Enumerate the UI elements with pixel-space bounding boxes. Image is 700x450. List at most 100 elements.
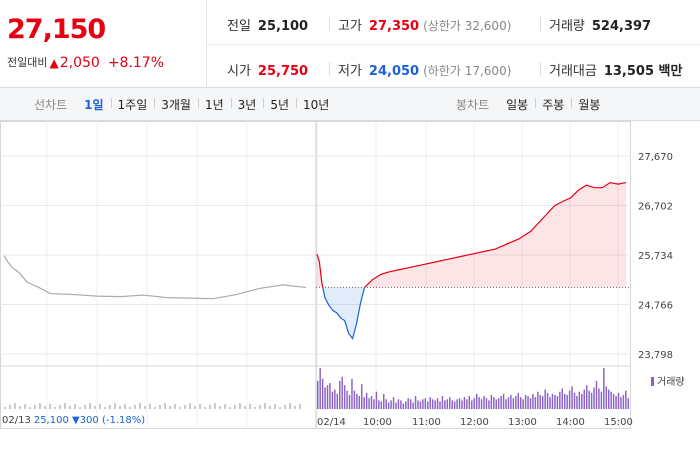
prev-day-volume-bar (274, 404, 276, 409)
chart-tabs-bar: 선차트 1일 1주일 3개월 1년 3년 5년 10년 봉차트 일봉 주봉 월봉 (0, 88, 700, 121)
volume-bar (405, 401, 407, 409)
prev-day-volume-bar (119, 406, 121, 409)
tab-period-2[interactable]: 3개월 (154, 96, 198, 113)
volume-bar (600, 391, 603, 409)
tab-type-1[interactable]: 주봉 (535, 96, 571, 113)
prev-day-volume-bar (289, 403, 291, 409)
prev-day-volume-bar (254, 407, 256, 409)
volume-bar (500, 396, 502, 409)
volume-bar (346, 390, 348, 409)
prev-day-volume-bar (44, 406, 46, 409)
tab-period-1[interactable]: 1주일 (110, 96, 155, 113)
volume-bar (612, 393, 615, 409)
volume-bar (329, 383, 331, 409)
volume-bar (571, 386, 573, 409)
volume-bar (532, 393, 534, 409)
prev-day-volume-bar (19, 406, 21, 409)
volume-bar (324, 387, 326, 409)
volume-bar (617, 392, 620, 409)
volume-bar (361, 384, 363, 409)
stat-amount-label: 거래대금 (549, 64, 597, 79)
volume-bar (373, 399, 375, 409)
volume-bar (427, 401, 429, 409)
tab-period-5[interactable]: 5년 (263, 96, 296, 113)
volume-bar (625, 390, 627, 409)
prev-day-volume-bar (124, 404, 126, 409)
prev-day-volume-bar (249, 404, 251, 409)
volume-bar (515, 396, 517, 409)
prev-day-volume-bar (169, 406, 171, 409)
volume-bar (605, 386, 608, 409)
tab-period-6[interactable]: 10년 (296, 96, 336, 113)
prev-day-volume-bar (4, 407, 6, 409)
prev-day-volume-bar (179, 407, 181, 409)
prev-day-volume-bar (264, 403, 266, 409)
up-area (364, 182, 626, 288)
volume-bar (446, 399, 449, 409)
prev-day-volume-bar (144, 406, 146, 409)
volume-bar (537, 391, 539, 409)
volume-bar (339, 380, 341, 409)
volume-bar (495, 399, 497, 409)
volume-bar (353, 390, 356, 409)
tab-period-3[interactable]: 1년 (197, 96, 231, 113)
prev-day-volume-bar (239, 403, 241, 409)
volume-bar (620, 397, 622, 409)
volume-bar (573, 392, 576, 409)
volume-bar (385, 399, 387, 409)
prev-day-volume-bar (69, 406, 71, 409)
volume-bar (517, 392, 519, 409)
volume-swatch (651, 377, 654, 386)
tab-type-0[interactable]: 일봉 (506, 98, 529, 112)
prev-day-volume-bar (84, 405, 86, 409)
stat-separator (540, 62, 541, 76)
price-line-up (364, 181, 627, 288)
volume-bar (468, 396, 471, 409)
change-label: 전일대비 (7, 56, 48, 69)
x-tick-label: 13:00 (508, 417, 537, 428)
stats-divider (207, 44, 700, 45)
price-box: 27,150 전일대비 ▲2,050 +8.17% (0, 0, 207, 88)
tab-period-4[interactable]: 3년 (230, 96, 264, 113)
prev-day-volume-bar (294, 406, 296, 409)
stat-volume-value: 524,397 (591, 19, 652, 34)
volume-bar (451, 400, 453, 409)
prev-day-volume-bar (24, 404, 26, 409)
volume-bar (326, 385, 329, 409)
volume-bar (505, 399, 507, 409)
stat-high-label: 고가 (338, 19, 362, 34)
prev-day-volume-bar (159, 405, 161, 409)
y-tick-label: 25,734 (638, 251, 673, 262)
prev-day-volume-bar (94, 406, 96, 409)
y-tick-label: 27,670 (638, 152, 673, 163)
tab-type-2[interactable]: 월봉 (571, 96, 607, 113)
volume-bar (603, 368, 605, 409)
volume-bar (554, 394, 556, 409)
stat-low-value: 24,050 (368, 64, 420, 79)
volume-bar (590, 392, 593, 409)
stat-high-value: 27,350 (368, 19, 420, 34)
x-tick-label: 15:00 (604, 417, 633, 428)
prev-day-volume-bar (139, 403, 141, 409)
prev-day-volume-bar (59, 405, 61, 409)
volume-bar (502, 393, 505, 409)
x-tick-label: 12:00 (460, 417, 489, 428)
volume-bar (568, 390, 571, 409)
volume-bar (534, 397, 537, 409)
prev-day-volume-bar (184, 405, 186, 409)
volume-bar (356, 393, 358, 409)
volume-bar (559, 391, 561, 409)
y-tick-label: 24,766 (638, 301, 673, 312)
prev-day-volume-bar (209, 405, 211, 409)
volume-bar (563, 393, 566, 409)
up-triangle-icon: ▲ (49, 56, 59, 70)
tab-period-0[interactable]: 1일 (84, 98, 104, 112)
stat-amount-value: 13,505 백만 (603, 64, 683, 79)
change-row: 전일대비 ▲2,050 +8.17% (7, 54, 164, 71)
volume-bar (461, 400, 463, 409)
volume-bar (561, 388, 563, 409)
prev-close-info: 02/13 25,100 ▼300 (-1.18%) (2, 415, 145, 426)
volume-bar (610, 391, 612, 409)
volume-bar (507, 397, 510, 409)
prev-day-volume-bar (39, 403, 41, 409)
